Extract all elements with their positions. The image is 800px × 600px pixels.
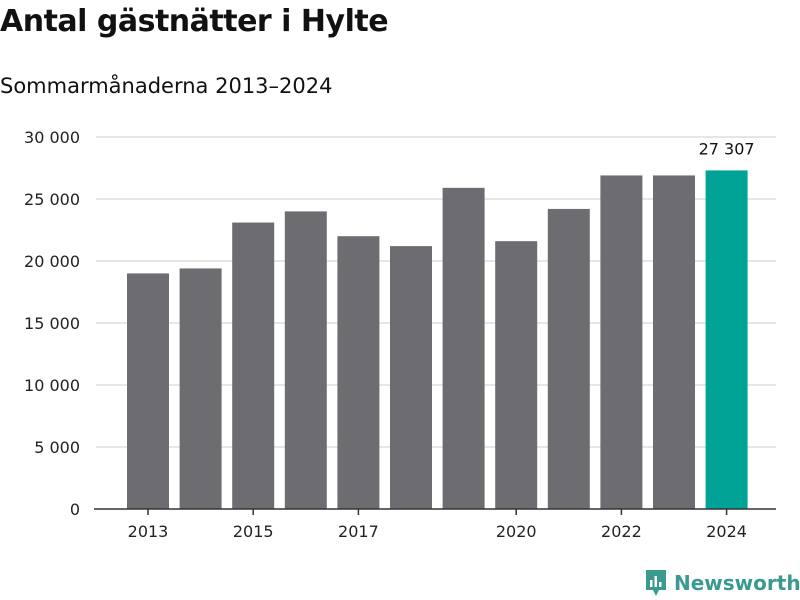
bar-2013 xyxy=(127,273,169,509)
brand-name: Newsworthy xyxy=(674,571,800,595)
y-tick-label: 20 000 xyxy=(24,252,80,271)
bar-2022 xyxy=(600,175,643,509)
brand-logo: Newsworthy xyxy=(644,568,800,598)
bar-2020 xyxy=(495,241,538,509)
axes xyxy=(94,508,776,515)
x-tick-label: 2020 xyxy=(496,522,537,541)
x-tick-label: 2022 xyxy=(601,522,642,541)
bar-2023 xyxy=(653,175,695,509)
y-tick-label: 0 xyxy=(70,500,80,519)
x-tick-label: 2015 xyxy=(233,522,274,541)
x-tick-label: 2017 xyxy=(338,522,379,541)
x-tick-label: 2024 xyxy=(706,522,747,541)
y-tick-label: 30 000 xyxy=(24,128,80,147)
bar-2021 xyxy=(547,208,590,510)
bar-2024 xyxy=(705,170,748,510)
labels: 0 5 000 10 000 15 000 20 000 25 000 30 000 2013… xyxy=(24,128,755,541)
bar-2014 xyxy=(179,268,222,509)
y-tick-label: 15 000 xyxy=(24,314,80,333)
bar-2018 xyxy=(390,246,432,509)
x-tick-label: 2013 xyxy=(128,522,169,541)
chart-title: Antal gästnätter i Hylte xyxy=(0,4,389,39)
bar-2017 xyxy=(337,236,380,509)
newsworthy-logo-icon xyxy=(646,570,666,596)
bars xyxy=(127,170,748,510)
bar-2015 xyxy=(232,222,275,509)
y-tick-label: 25 000 xyxy=(24,190,80,209)
bar-2016 xyxy=(284,211,327,509)
y-tick-label: 5 000 xyxy=(34,438,80,457)
y-tick-label: 10 000 xyxy=(24,376,80,395)
chart-subtitle: Sommarmånaderna 2013–2024 xyxy=(0,74,333,98)
data-label-2024: 27 307 xyxy=(699,139,755,158)
bar-2019 xyxy=(442,187,485,509)
